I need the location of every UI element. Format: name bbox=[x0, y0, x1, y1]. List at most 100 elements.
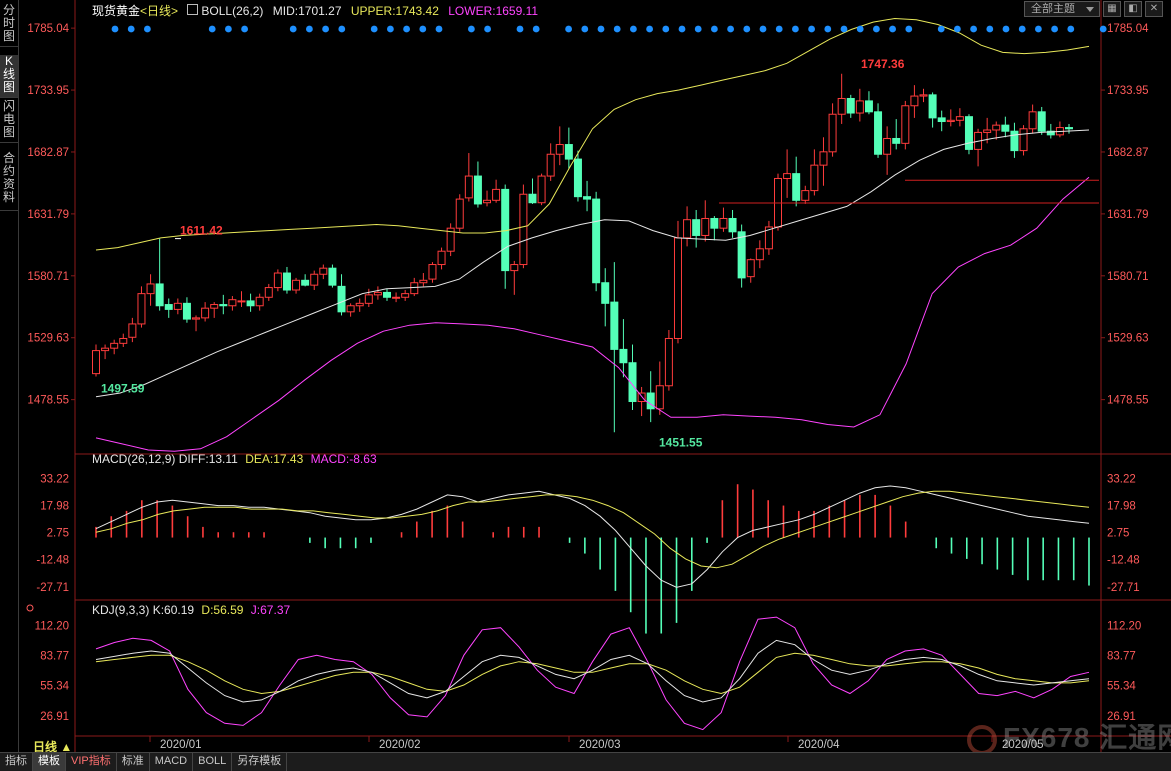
boll-upper: UPPER:1743.42 bbox=[350, 4, 439, 18]
signal-dot bbox=[532, 25, 540, 33]
candle-body bbox=[728, 217, 737, 233]
boll-label: BOLL(26,2) bbox=[201, 4, 264, 18]
candle-body bbox=[201, 307, 210, 319]
kdj-marker-icon bbox=[26, 604, 34, 612]
candle-body bbox=[237, 300, 246, 303]
annotation-low-2: 1451.55 bbox=[659, 435, 703, 449]
side-tabs: 分时图 K线图 闪电图 合约资料 bbox=[0, 0, 19, 752]
close-icon[interactable]: ✕ bbox=[1145, 1, 1163, 17]
candle-body bbox=[373, 291, 382, 296]
candle-body bbox=[255, 296, 264, 307]
period-link[interactable]: <日线> bbox=[140, 4, 179, 18]
candle-body bbox=[537, 175, 546, 204]
settings-icon[interactable]: ◧ bbox=[1124, 1, 1142, 17]
kdj-label-left: 55.34 bbox=[40, 681, 69, 693]
signal-dot bbox=[516, 25, 524, 33]
candle-body bbox=[473, 175, 482, 205]
candle-body bbox=[883, 137, 892, 155]
signal-dot bbox=[646, 25, 653, 33]
candle-body bbox=[273, 272, 282, 289]
date-label: 2020/03 bbox=[579, 739, 621, 751]
period-tab-label: 日线 bbox=[33, 740, 58, 754]
instrument-title: 现货黄金 bbox=[92, 4, 141, 18]
candle-body bbox=[701, 217, 710, 236]
candle-body bbox=[892, 137, 901, 144]
candle-body bbox=[1019, 128, 1028, 152]
bottom-tab-indicator[interactable]: 指标 bbox=[0, 753, 33, 771]
candle-body bbox=[164, 304, 173, 310]
candle-body bbox=[301, 279, 310, 286]
side-tab-timeshare[interactable]: 分时图 bbox=[0, 4, 18, 47]
date-label: 2020/05 bbox=[1002, 739, 1044, 751]
kline-chart[interactable]: 1785.04 1785.04 1733.95 1733.95 1682.87 1682.… bbox=[19, 0, 1171, 752]
price-label-right: 1785.04 bbox=[1107, 23, 1149, 35]
candle-body bbox=[755, 248, 764, 261]
candle-body bbox=[110, 342, 119, 349]
candle-body bbox=[419, 279, 428, 284]
kdj-d-line bbox=[95, 652, 1090, 695]
bottom-tab-boll[interactable]: BOLL bbox=[193, 753, 233, 771]
layout-grid-icon[interactable]: ▦ bbox=[1103, 1, 1121, 17]
signal-dot bbox=[338, 25, 346, 33]
candle-body bbox=[555, 144, 564, 155]
candle-body bbox=[664, 337, 673, 387]
side-tab-contract[interactable]: 合约资料 bbox=[0, 152, 18, 211]
kdj-j-line bbox=[95, 616, 1090, 731]
macd-diff-line bbox=[95, 485, 1090, 588]
candle-body bbox=[837, 97, 846, 115]
signal-dot bbox=[1035, 25, 1042, 33]
candle-body bbox=[819, 151, 828, 166]
bottom-tab-template[interactable]: 模板 bbox=[33, 753, 66, 771]
candle-body bbox=[683, 219, 692, 239]
price-label-right: 1529.63 bbox=[1107, 333, 1149, 345]
period-tab[interactable]: 日线 ▲ bbox=[33, 738, 72, 755]
side-tab-flash[interactable]: 闪电图 bbox=[0, 100, 18, 143]
bottom-tab-standard[interactable]: 标准 bbox=[117, 753, 150, 771]
kdj-k-line bbox=[95, 639, 1090, 703]
kdj-label-left: 26.91 bbox=[40, 711, 69, 723]
candle-body bbox=[182, 302, 191, 320]
candle-body bbox=[628, 362, 637, 403]
candle-body bbox=[264, 287, 273, 298]
signal-dot bbox=[419, 25, 427, 33]
candle-body bbox=[355, 302, 364, 307]
chart-area[interactable]: 1785.04 1785.04 1733.95 1733.95 1682.87 1682.… bbox=[19, 0, 1171, 755]
annotation-high-1: 1611.42 bbox=[180, 224, 223, 238]
price-label-left: 1631.79 bbox=[27, 209, 69, 221]
signal-dot bbox=[208, 25, 216, 33]
candle-body bbox=[901, 105, 910, 144]
candle-body bbox=[637, 392, 646, 403]
kdj-header: KDJ(9,3,3) K:60.19 D:56.59 J:67.37 bbox=[92, 603, 290, 617]
signal-dot bbox=[1099, 25, 1107, 33]
signal-dot bbox=[306, 25, 313, 33]
bottom-tab-vip[interactable]: VIP指标 bbox=[66, 753, 117, 771]
candle-body bbox=[846, 97, 855, 114]
candle-body bbox=[219, 304, 228, 307]
theme-select[interactable]: 全部主题 bbox=[1024, 1, 1100, 17]
candle-body bbox=[928, 94, 937, 119]
signal-dot bbox=[435, 25, 443, 33]
signal-dot bbox=[289, 25, 297, 33]
signal-dot bbox=[775, 25, 783, 33]
macd-label-right: 33.22 bbox=[1107, 473, 1136, 485]
candle-body bbox=[319, 267, 328, 275]
kdj-label-right: 112.20 bbox=[1107, 620, 1141, 632]
price-label-right: 1733.95 bbox=[1107, 85, 1149, 97]
candle-body bbox=[955, 116, 964, 121]
bottom-tab-macd[interactable]: MACD bbox=[150, 753, 194, 771]
chart-header: 现货黄金<日线> BOLL(26,2) MID:1701.27 UPPER:17… bbox=[92, 2, 538, 19]
candle-body bbox=[592, 198, 601, 284]
candle-body bbox=[137, 293, 146, 325]
signal-dot bbox=[856, 25, 864, 33]
macd-label-left: 17.98 bbox=[40, 501, 69, 513]
candle-body bbox=[874, 111, 883, 155]
side-tab-kline[interactable]: K线图 bbox=[0, 55, 18, 98]
price-label-left: 1682.87 bbox=[27, 147, 69, 159]
bottom-tab-save-template[interactable]: 另存模板 bbox=[232, 753, 288, 771]
candle-body bbox=[646, 392, 655, 410]
signal-dot bbox=[792, 25, 799, 33]
candle-body bbox=[564, 144, 573, 160]
price-label-left: 1785.04 bbox=[27, 23, 69, 35]
candle-body bbox=[983, 129, 992, 133]
candle-body bbox=[146, 283, 155, 295]
